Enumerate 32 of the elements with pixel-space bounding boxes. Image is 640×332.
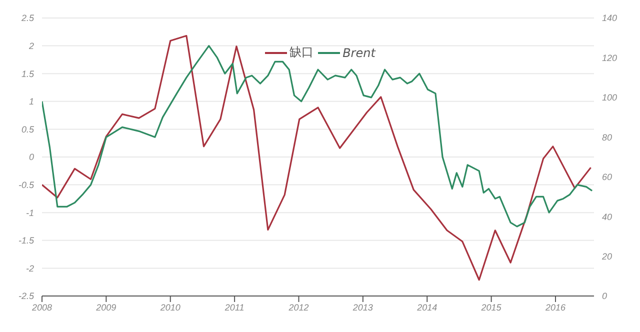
x-tick-label: 2011	[224, 302, 244, 312]
y2-tick-label: 80	[602, 132, 612, 142]
x-tick-label: 2013	[352, 302, 373, 312]
y2-tick-label: 60	[602, 172, 612, 182]
legend-label: 缺口	[290, 44, 314, 61]
y-tick-label: 2.5	[20, 13, 35, 24]
y-tick-label: 2	[28, 40, 34, 51]
y-tick-label: -2.5	[18, 291, 35, 302]
x-tick-label: 2009	[95, 302, 116, 312]
y2-tick-label: 140	[602, 13, 618, 24]
x-tick-label: 2016	[544, 302, 566, 312]
y-tick-label: 0	[28, 152, 34, 162]
x-tick-label: 2014	[416, 302, 438, 312]
y-tick-label: 1	[28, 96, 34, 107]
y-tick-label: -0.5	[18, 180, 35, 190]
y-tick-label: 0.5	[21, 124, 35, 134]
y2-tick-label: 40	[602, 212, 612, 222]
y-tick-label: -1	[26, 208, 34, 218]
x-tick-label: 2010	[159, 302, 180, 312]
x-tick-label: 2015	[480, 302, 502, 312]
x-tick-label: 2012	[288, 302, 309, 312]
legend-label: Brent	[342, 46, 376, 60]
y-tick-label: 1.5	[21, 68, 35, 79]
y2-tick-label: 20	[601, 251, 612, 262]
line-series	[42, 34, 592, 281]
line-series	[42, 45, 593, 228]
x-tick-label: 2008	[30, 302, 52, 312]
y2-tick-label: 0	[602, 291, 608, 302]
y-tick-label: -2	[26, 263, 34, 274]
y-tick-label: -1.5	[18, 236, 35, 246]
y2-tick-label: 120	[602, 52, 618, 63]
y2-tick-label: 100	[602, 92, 618, 103]
